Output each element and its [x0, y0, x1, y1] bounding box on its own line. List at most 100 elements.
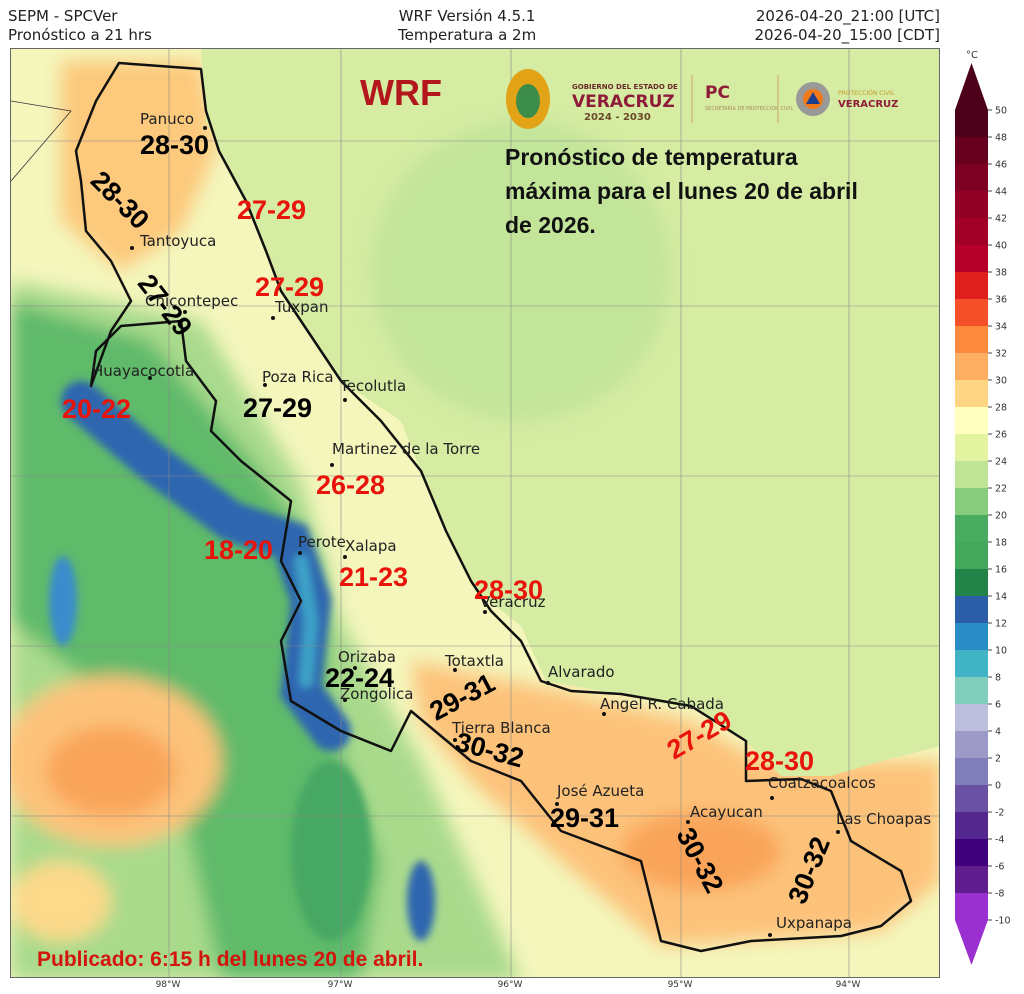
city-label: Martinez de la Torre — [332, 440, 481, 458]
colorbar-tick-label: 32 — [995, 349, 1007, 360]
city-label: Chicontepec — [145, 292, 239, 310]
temperature-range-label: 27-29 — [243, 393, 313, 423]
published-note: Publicado: 6:15 h del lunes 20 de abril. — [37, 948, 424, 971]
pc-logo: PC — [705, 83, 730, 103]
header-utc-time: 2026-04-20_21:00 [UTC] — [755, 7, 940, 25]
colorbar-tick-label: 4 — [995, 727, 1001, 738]
temperature-range-label: 27-29 — [255, 272, 325, 302]
colorbar-bin — [955, 596, 988, 624]
government-logos: GOBIERNO DEL ESTADO DE VERACRUZ 2024 - 2… — [506, 69, 898, 129]
city-label: Acayucan — [690, 803, 763, 821]
city-marker — [183, 310, 187, 314]
colorbar-tick-label: -8 — [995, 889, 1004, 900]
city-marker — [343, 555, 347, 559]
header-variable: Temperatura a 2m — [398, 26, 537, 44]
colorbar-bin — [955, 731, 988, 759]
city-marker — [203, 126, 207, 130]
colorbar-tick-label: 6 — [995, 700, 1001, 711]
temperature-range-label: 29-31 — [550, 803, 620, 833]
cold-west-area — [49, 556, 77, 646]
warm-south-area — [411, 661, 939, 946]
green-mountains — [11, 301, 381, 977]
colorbar-extend-bottom — [955, 920, 988, 965]
colorbar-tick-label: 28 — [995, 403, 1007, 414]
temperature-map — [10, 48, 940, 978]
header-source-line: SEPM - SPCVer — [8, 7, 118, 25]
colorbar-bin — [955, 434, 988, 462]
temperature-range-label: 26-28 — [316, 470, 386, 500]
colorbar-bin — [955, 461, 988, 489]
gov-years: 2024 - 2030 — [584, 112, 651, 123]
city-marker — [343, 698, 347, 702]
colorbar-tick-label: 48 — [995, 133, 1007, 144]
colorbar-tick-label: -10 — [995, 916, 1011, 927]
city-label: Tantoyuca — [140, 232, 217, 250]
city-marker — [343, 398, 347, 402]
forecast-caption: Pronóstico de temperatura máxima para el… — [505, 144, 858, 238]
temperature-range-label: 28-30 — [474, 575, 544, 605]
colorbar-tick-label: 2 — [995, 754, 1001, 765]
colorbar-tick-label: -6 — [995, 862, 1004, 873]
colorbar-tick-label: -4 — [995, 835, 1004, 846]
header-forecast-hours: Pronóstico a 21 hrs — [8, 26, 152, 44]
colorbar-tick-label: 50 — [995, 106, 1007, 117]
colorbar-tick-label: 24 — [995, 457, 1007, 468]
graticule — [11, 49, 939, 977]
city-marker — [330, 463, 334, 467]
colorbar-tick-label: 20 — [995, 511, 1007, 522]
temperature-colorbar: 5048464442403836343230282624222018161412… — [955, 63, 1011, 965]
colorbar-tick-label: 38 — [995, 268, 1007, 279]
colorbar-tick-label: 18 — [995, 538, 1007, 549]
cold-mountain-ridge — [61, 381, 351, 751]
colorbar-tick-label: 14 — [995, 592, 1007, 603]
warm-sw-area — [11, 861, 111, 941]
colorbar-bin — [955, 758, 988, 786]
colorbar-tick-label: 8 — [995, 673, 1001, 684]
colorbar-tick-label: 26 — [995, 430, 1007, 441]
colorbar-bin — [955, 245, 988, 273]
city-label: Coatzacoalcos — [768, 774, 876, 792]
colorbar-tick-label: 40 — [995, 241, 1007, 252]
gov-name: VERACRUZ — [572, 92, 675, 112]
colorbar-bin — [955, 191, 988, 219]
city-label: Huayacocotla — [92, 362, 195, 380]
colorbar-bin — [955, 110, 988, 138]
colorbar-bin — [955, 515, 988, 543]
colorbar-bin — [955, 326, 988, 354]
x-tick-94w: 94°W — [835, 980, 861, 990]
header-cdt-time: 2026-04-20_15:00 [CDT] — [754, 26, 940, 44]
temperature-range-label: 20-22 — [62, 394, 132, 424]
city-label: Uxpanapa — [776, 914, 852, 932]
green-south-ridge — [291, 761, 371, 941]
city-label: Panuco — [140, 110, 195, 128]
colorbar-tick-label: -2 — [995, 808, 1004, 819]
city-label: Totaxtla — [445, 652, 504, 670]
colorbar-bin — [955, 839, 988, 867]
city-label: Tuxpan — [275, 298, 329, 316]
colorbar-bin — [955, 569, 988, 597]
city-marker — [353, 666, 357, 670]
pc-subtitle: SECRETARÍA DE PROTECCIÓN CIVIL — [705, 105, 793, 112]
colorbar-bin — [955, 677, 988, 705]
city-label: Perote — [298, 533, 346, 551]
colorbar-bin — [955, 380, 988, 408]
colorbar-bin — [955, 218, 988, 246]
city-label: Tierra Blanca — [452, 719, 551, 737]
colorbar-tick-label: 0 — [995, 781, 1001, 792]
hot-south-area — [621, 811, 781, 891]
colorbar-bin — [955, 164, 988, 192]
colorbar-tick-label: 34 — [995, 322, 1007, 333]
colorbar-bin — [955, 650, 988, 678]
warm-north-area — [61, 61, 216, 271]
city-marker — [770, 796, 774, 800]
wrf-title: WRF — [360, 72, 442, 113]
city-label: Zongolica — [340, 685, 414, 703]
colorbar-bin — [955, 704, 988, 732]
temperature-field — [11, 49, 939, 977]
colorbar-extend-top — [955, 63, 988, 110]
colorbar-tick-label: 36 — [995, 295, 1007, 306]
x-tick-96w: 96°W — [497, 980, 523, 990]
colorbar-bin — [955, 893, 988, 921]
city-label: José Azueta — [557, 782, 645, 800]
sea-cooler-area — [371, 121, 671, 421]
